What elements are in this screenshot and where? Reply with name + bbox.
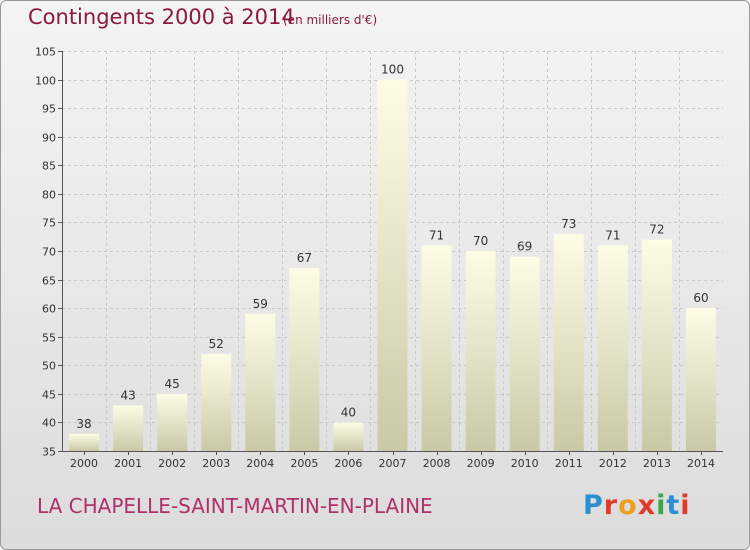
y-tick-label: 85 bbox=[42, 160, 56, 173]
bar-2012 bbox=[597, 245, 628, 451]
proxiti-logo: Proxiti bbox=[583, 490, 691, 521]
x-tick-label: 2005 bbox=[290, 457, 318, 470]
data-label: 45 bbox=[165, 377, 180, 391]
x-tick-label: 2006 bbox=[334, 457, 362, 470]
x-tick-label: 2002 bbox=[158, 457, 186, 470]
bar-2005 bbox=[289, 268, 320, 451]
x-tick-label: 2010 bbox=[511, 457, 539, 470]
bar-2006 bbox=[333, 422, 364, 451]
commune-name: LA CHAPELLE-SAINT-MARTIN-EN-PLAINE bbox=[37, 494, 433, 518]
x-tick-label: 2014 bbox=[687, 457, 715, 470]
chart-subtitle: (en milliers d'€) bbox=[283, 13, 378, 27]
logo-letter: i bbox=[656, 490, 667, 521]
data-label: 73 bbox=[561, 217, 576, 231]
logo-letter: P bbox=[583, 490, 604, 521]
y-tick-label: 45 bbox=[42, 389, 56, 402]
chart-title: Contingents 2000 à 2014 bbox=[28, 5, 295, 29]
bars bbox=[69, 79, 716, 452]
data-label: 71 bbox=[429, 228, 444, 242]
y-tick-label: 60 bbox=[42, 303, 56, 316]
logo-letter: t bbox=[666, 490, 681, 521]
y-tick-label: 55 bbox=[42, 332, 56, 345]
logo-letter: o bbox=[618, 490, 638, 521]
x-tick-label: 2000 bbox=[70, 457, 98, 470]
bar-2011 bbox=[553, 233, 584, 451]
y-tick-label: 65 bbox=[42, 275, 56, 288]
bar-2008 bbox=[421, 245, 452, 451]
data-label: 38 bbox=[76, 417, 91, 431]
x-tick-label: 2011 bbox=[555, 457, 583, 470]
data-label: 69 bbox=[517, 240, 532, 254]
data-label: 70 bbox=[473, 234, 488, 248]
bar-2014 bbox=[685, 308, 716, 451]
y-tick-label: 100 bbox=[35, 75, 56, 88]
y-tick-label: 105 bbox=[35, 46, 56, 59]
data-label: 43 bbox=[120, 388, 135, 402]
bar-2004 bbox=[245, 313, 276, 451]
bar-2007 bbox=[377, 79, 408, 452]
y-tick-label: 80 bbox=[42, 189, 56, 202]
data-label: 52 bbox=[209, 337, 224, 351]
x-tick-label: 2007 bbox=[379, 457, 407, 470]
y-tick-label: 75 bbox=[42, 217, 56, 230]
data-label: 67 bbox=[297, 251, 312, 265]
logo-letter: i bbox=[680, 490, 691, 521]
y-tick-label: 90 bbox=[42, 132, 56, 145]
x-tick-label: 2012 bbox=[599, 457, 627, 470]
y-tick-label: 40 bbox=[42, 417, 56, 430]
data-label: 40 bbox=[341, 405, 356, 419]
data-label: 72 bbox=[649, 223, 664, 237]
x-tick-label: 2001 bbox=[114, 457, 142, 470]
bar-2010 bbox=[509, 256, 540, 451]
bar-2009 bbox=[465, 251, 496, 451]
x-tick-label: 2008 bbox=[423, 457, 451, 470]
data-label: 71 bbox=[605, 228, 620, 242]
logo-letter: x bbox=[637, 490, 657, 521]
y-tick-label: 35 bbox=[42, 446, 56, 459]
bar-2001 bbox=[113, 405, 144, 451]
data-label: 100 bbox=[381, 63, 404, 77]
bar-2000 bbox=[69, 433, 100, 451]
data-label: 59 bbox=[253, 297, 268, 311]
y-tick-label: 95 bbox=[42, 103, 56, 116]
y-tick-label: 70 bbox=[42, 246, 56, 259]
y-tick-label: 50 bbox=[42, 360, 56, 373]
bar-2002 bbox=[157, 393, 188, 451]
x-tick-label: 2013 bbox=[643, 457, 671, 470]
x-tick-label: 2003 bbox=[202, 457, 230, 470]
axes: 35 40 45 50 55 60 65 70 75 80 85 90 95 100 105 2000 2001… bbox=[35, 46, 723, 470]
bar-2013 bbox=[641, 239, 672, 451]
x-tick-label: 2004 bbox=[246, 457, 274, 470]
logo-letter: r bbox=[603, 490, 619, 521]
data-labels: 38 43 45 52 59 67 40 100 71 70 69 73 71 72 60 bbox=[76, 63, 708, 431]
bar-2003 bbox=[201, 353, 232, 451]
x-tick-label: 2009 bbox=[467, 457, 495, 470]
data-label: 60 bbox=[693, 291, 708, 305]
